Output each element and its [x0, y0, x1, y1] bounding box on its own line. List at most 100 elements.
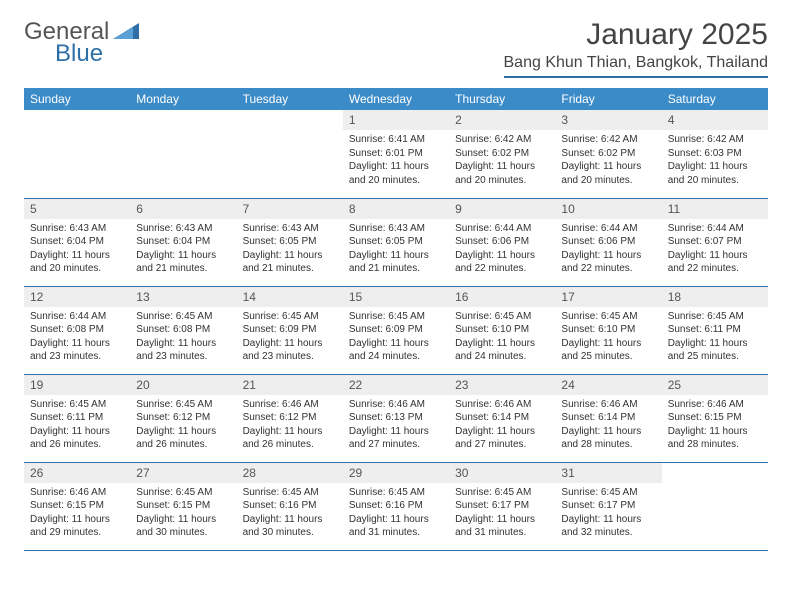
sunrise-line: Sunrise: 6:43 AM — [30, 222, 124, 236]
calendar-cell — [662, 462, 768, 550]
day-number: 23 — [449, 375, 555, 395]
daylight-line: Daylight: 11 hours and 20 minutes. — [455, 160, 549, 187]
calendar-cell: 19Sunrise: 6:45 AMSunset: 6:11 PMDayligh… — [24, 374, 130, 462]
calendar-cell: 22 Sunrise: 6:46 AMSunset: 6:13 PMDayligh… — [343, 374, 449, 462]
sunrise-line: Sunrise: 6:45 AM — [243, 486, 337, 500]
title-block: January 2025 Bang Khun Thian, Bangkok, T… — [504, 18, 769, 78]
day-content: Sunrise: 6:45 AMSunset: 6:17 PMDaylight:… — [555, 483, 661, 544]
day-number: 19 — [24, 375, 130, 395]
sunset-line: Sunset: 6:16 PM — [349, 499, 443, 513]
sunset-line: Sunset: 6:11 PM — [668, 323, 762, 337]
daylight-line: Daylight: 11 hours and 20 minutes. — [30, 249, 124, 276]
daylight-line: Daylight: 11 hours and 31 minutes. — [455, 513, 549, 540]
calendar-table: SundayMondayTuesdayWednesdayThursdayFrid… — [24, 88, 768, 551]
day-number: 28 — [237, 463, 343, 483]
day-content: Sunrise: 6:46 AMSunset: 6:15 PMDaylight:… — [662, 395, 768, 456]
daylight-line: Daylight: 11 hours and 31 minutes. — [349, 513, 443, 540]
daylight-line: Daylight: 11 hours and 29 minutes. — [30, 513, 124, 540]
day-number: 9 — [449, 199, 555, 219]
daylight-line: Daylight: 11 hours and 27 minutes. — [455, 425, 549, 452]
sunset-line: Sunset: 6:02 PM — [561, 147, 655, 161]
day-number: 26 — [24, 463, 130, 483]
sunset-line: Sunset: 6:15 PM — [136, 499, 230, 513]
day-content: Sunrise: 6:45 AMSunset: 6:15 PMDaylight:… — [130, 483, 236, 544]
day-content: Sunrise: 6:43 AMSunset: 6:04 PMDaylight:… — [24, 219, 130, 280]
sunset-line: Sunset: 6:12 PM — [243, 411, 337, 425]
sunrise-line: Sunrise: 6:46 AM — [349, 398, 443, 412]
daylight-line: Daylight: 11 hours and 20 minutes. — [349, 160, 443, 187]
calendar-cell: 3Sunrise: 6:42 AMSunset: 6:02 PMDaylight… — [555, 110, 661, 198]
calendar-cell: 1Sunrise: 6:41 AMSunset: 6:01 PMDaylight… — [343, 110, 449, 198]
calendar-cell: 31Sunrise: 6:45 AMSunset: 6:17 PMDayligh… — [555, 462, 661, 550]
calendar-cell: 10Sunrise: 6:44 AMSunset: 6:06 PMDayligh… — [555, 198, 661, 286]
sunrise-line: Sunrise: 6:43 AM — [243, 222, 337, 236]
sunrise-line: Sunrise: 6:46 AM — [561, 398, 655, 412]
day-number: 3 — [555, 110, 661, 130]
sunrise-line: Sunrise: 6:46 AM — [668, 398, 762, 412]
daylight-line: Daylight: 11 hours and 24 minutes. — [349, 337, 443, 364]
sunrise-line: Sunrise: 6:43 AM — [136, 222, 230, 236]
sunset-line: Sunset: 6:15 PM — [30, 499, 124, 513]
day-content: Sunrise: 6:45 AMSunset: 6:09 PMDaylight:… — [343, 307, 449, 368]
sunset-line: Sunset: 6:06 PM — [455, 235, 549, 249]
weekday-header: Friday — [555, 88, 661, 110]
day-content: Sunrise: 6:43 AMSunset: 6:05 PMDaylight:… — [237, 219, 343, 280]
sunset-line: Sunset: 6:14 PM — [561, 411, 655, 425]
calendar-cell: 16Sunrise: 6:45 AMSunset: 6:10 PMDayligh… — [449, 286, 555, 374]
sunset-line: Sunset: 6:16 PM — [243, 499, 337, 513]
day-number: 5 — [24, 199, 130, 219]
sunset-line: Sunset: 6:04 PM — [136, 235, 230, 249]
day-number: 16 — [449, 287, 555, 307]
month-title: January 2025 — [504, 18, 769, 52]
day-content: Sunrise: 6:45 AMSunset: 6:10 PMDaylight:… — [449, 307, 555, 368]
sunset-line: Sunset: 6:13 PM — [349, 411, 443, 425]
day-content: Sunrise: 6:44 AMSunset: 6:06 PMDaylight:… — [449, 219, 555, 280]
sunrise-line: Sunrise: 6:43 AM — [349, 222, 443, 236]
day-content: Sunrise: 6:46 AMSunset: 6:12 PMDaylight:… — [237, 395, 343, 456]
sunrise-line: Sunrise: 6:45 AM — [561, 310, 655, 324]
header: General Blue January 2025 Bang Khun Thia… — [24, 18, 768, 78]
calendar-cell: 30Sunrise: 6:45 AMSunset: 6:17 PMDayligh… — [449, 462, 555, 550]
daylight-line: Daylight: 11 hours and 22 minutes. — [455, 249, 549, 276]
day-number: 1 — [343, 110, 449, 130]
calendar-row: 12Sunrise: 6:44 AMSunset: 6:08 PMDayligh… — [24, 286, 768, 374]
day-number: 25 — [662, 375, 768, 395]
calendar-cell: 13Sunrise: 6:45 AMSunset: 6:08 PMDayligh… — [130, 286, 236, 374]
day-content: Sunrise: 6:45 AMSunset: 6:12 PMDaylight:… — [130, 395, 236, 456]
calendar-cell: 9Sunrise: 6:44 AMSunset: 6:06 PMDaylight… — [449, 198, 555, 286]
daylight-line: Daylight: 11 hours and 24 minutes. — [455, 337, 549, 364]
sunset-line: Sunset: 6:11 PM — [30, 411, 124, 425]
day-number: 4 — [662, 110, 768, 130]
sunrise-line: Sunrise: 6:45 AM — [349, 310, 443, 324]
weekday-header: Monday — [130, 88, 236, 110]
logo: General Blue — [24, 18, 141, 46]
sunrise-line: Sunrise: 6:45 AM — [136, 310, 230, 324]
calendar-cell — [237, 110, 343, 198]
calendar-cell: 25Sunrise: 6:46 AMSunset: 6:15 PMDayligh… — [662, 374, 768, 462]
day-content: Sunrise: 6:45 AMSunset: 6:08 PMDaylight:… — [130, 307, 236, 368]
sunrise-line: Sunrise: 6:44 AM — [668, 222, 762, 236]
day-number: 30 — [449, 463, 555, 483]
sunrise-line: Sunrise: 6:46 AM — [30, 486, 124, 500]
sunrise-line: Sunrise: 6:44 AM — [455, 222, 549, 236]
calendar-cell: 28Sunrise: 6:45 AMSunset: 6:16 PMDayligh… — [237, 462, 343, 550]
sunset-line: Sunset: 6:09 PM — [349, 323, 443, 337]
daylight-line: Daylight: 11 hours and 20 minutes. — [561, 160, 655, 187]
weekday-header-row: SundayMondayTuesdayWednesdayThursdayFrid… — [24, 88, 768, 110]
sunset-line: Sunset: 6:07 PM — [668, 235, 762, 249]
day-content: Sunrise: 6:45 AMSunset: 6:11 PMDaylight:… — [662, 307, 768, 368]
sunrise-line: Sunrise: 6:45 AM — [136, 398, 230, 412]
daylight-line: Daylight: 11 hours and 25 minutes. — [561, 337, 655, 364]
day-number: 22 — [343, 375, 449, 395]
daylight-line: Daylight: 11 hours and 23 minutes. — [136, 337, 230, 364]
calendar-cell: 21Sunrise: 6:46 AMSunset: 6:12 PMDayligh… — [237, 374, 343, 462]
day-number: 14 — [237, 287, 343, 307]
sunrise-line: Sunrise: 6:45 AM — [30, 398, 124, 412]
day-content: Sunrise: 6:45 AMSunset: 6:10 PMDaylight:… — [555, 307, 661, 368]
daylight-line: Daylight: 11 hours and 32 minutes. — [561, 513, 655, 540]
weekday-header: Wednesday — [343, 88, 449, 110]
day-content: Sunrise: 6:42 AMSunset: 6:03 PMDaylight:… — [662, 130, 768, 191]
daylight-line: Daylight: 11 hours and 21 minutes. — [136, 249, 230, 276]
daylight-line: Daylight: 11 hours and 27 minutes. — [349, 425, 443, 452]
sunset-line: Sunset: 6:10 PM — [455, 323, 549, 337]
